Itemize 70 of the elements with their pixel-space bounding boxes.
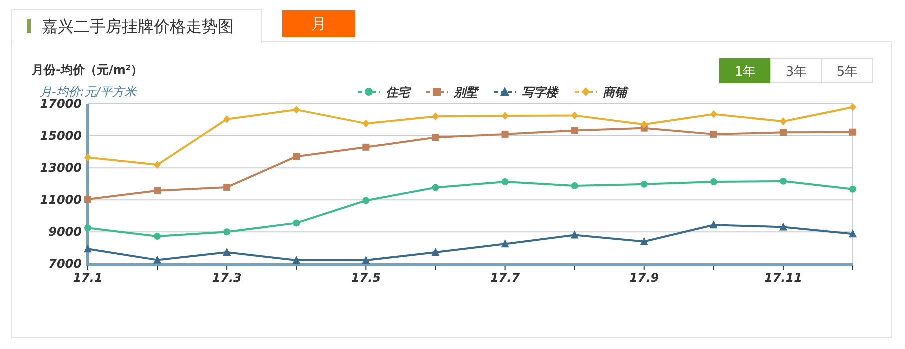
y-tick-label: 15000 — [40, 129, 82, 144]
point — [571, 182, 578, 190]
y-axis-title: 月-均价:元/平方米 — [40, 85, 138, 99]
text: 月 — [312, 15, 326, 33]
point — [223, 248, 232, 256]
point — [84, 244, 92, 253]
point — [780, 178, 787, 185]
point — [571, 112, 578, 120]
legend-label: 别墅 — [453, 86, 480, 100]
point — [850, 128, 856, 136]
point — [710, 178, 718, 186]
x-tick-label: 17.5 — [351, 271, 381, 285]
chart-subtitle: 月份-均价（元/m²） — [31, 63, 144, 77]
point — [154, 256, 162, 264]
point — [292, 256, 301, 264]
point — [570, 230, 579, 239]
text: 1年 — [734, 65, 756, 80]
text: 5年 — [836, 65, 858, 80]
point — [154, 187, 162, 194]
point — [850, 186, 856, 193]
point — [502, 112, 509, 120]
point — [224, 184, 231, 191]
x-tick-label: 17.1 — [73, 271, 103, 285]
y-tick-label: 11000 — [40, 193, 82, 208]
point — [432, 248, 440, 256]
point — [640, 237, 648, 246]
y-tick-label: 7000 — [48, 257, 82, 272]
y-tick-label: 9000 — [48, 225, 82, 240]
point — [362, 120, 370, 128]
point — [154, 232, 162, 240]
point — [849, 230, 857, 238]
point — [501, 240, 510, 248]
point — [432, 184, 440, 192]
point — [224, 115, 231, 124]
point — [224, 228, 231, 236]
point — [84, 224, 92, 232]
x-tick-label: 17.9 — [630, 271, 660, 285]
point — [84, 196, 92, 203]
text: 3年 — [786, 65, 808, 80]
x-tick-label: 17.3 — [212, 271, 242, 285]
point — [850, 103, 856, 112]
point — [571, 127, 578, 134]
point — [780, 118, 787, 126]
point — [154, 161, 162, 170]
x-tick-label: 17.11 — [764, 271, 802, 285]
point — [84, 154, 92, 162]
chart-title: 嘉兴二手房挂牌价格走势图 — [42, 17, 234, 36]
point — [710, 220, 718, 229]
y-tick-label: 17000 — [40, 97, 82, 111]
point — [640, 180, 648, 188]
point — [362, 144, 370, 151]
point — [293, 220, 300, 227]
point — [780, 129, 787, 136]
point — [362, 256, 370, 264]
legend-label: 写字楼 — [522, 86, 560, 100]
point — [293, 106, 300, 114]
point — [640, 120, 648, 129]
legend-label: 商铺 — [603, 86, 629, 100]
point — [432, 134, 440, 142]
point — [779, 222, 788, 231]
point — [502, 130, 509, 138]
x-tick-label: 17.7 — [490, 271, 521, 285]
point — [293, 153, 300, 160]
point — [502, 178, 509, 186]
legend-label: 住宅 — [386, 86, 412, 100]
point — [362, 197, 370, 204]
y-tick-label: 13000 — [40, 161, 82, 176]
point — [432, 112, 440, 121]
point — [710, 130, 718, 138]
point — [710, 110, 718, 118]
